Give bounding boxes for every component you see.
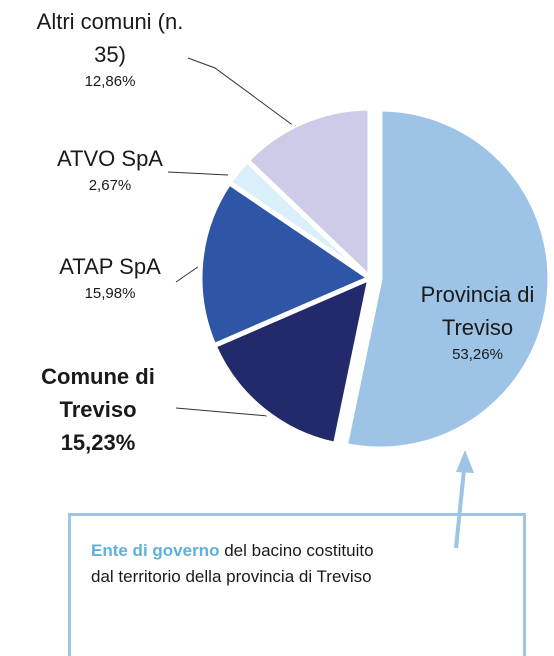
category-label: Altri comuni (n. 35) [36, 9, 184, 67]
value-label: 2,67% [88, 177, 132, 194]
chart [167, 57, 553, 549]
slice-label: Provincia di Treviso 53,26% [395, 278, 554, 366]
pie-slice [211, 275, 373, 447]
leader-line [175, 407, 269, 417]
annotation-highlight: Ente di governo [91, 541, 220, 560]
arrow-shaft [454, 469, 466, 549]
leader-lines [167, 57, 303, 417]
annotation-box: Ente di governo del bacino costituito da… [68, 513, 526, 656]
category-label: Provincia di Treviso [420, 282, 535, 340]
slice-label: ATVO SpA 2,67% [25, 142, 195, 197]
value-label: 15,23% [60, 430, 136, 455]
arrow-head [456, 450, 474, 473]
annotation: Ente di governo del bacino costituito da… [91, 538, 391, 590]
leader-line [187, 57, 303, 133]
pie-slice [197, 180, 373, 349]
value-label: 12,86% [84, 73, 136, 90]
arrow [454, 450, 474, 549]
slice-label: Altri comuni (n. 35) 12,86% [25, 5, 195, 93]
annotation-text: del bacino costituito dal territorio del… [91, 541, 374, 586]
page: Altri comuni (n. 35) 12,86% ATVO SpA 2,67%… [18, 5, 554, 656]
category-label: ATVO SpA [57, 146, 163, 171]
slice-label: Comune di Treviso 15,23% [18, 360, 178, 459]
value-label: 15,98% [84, 285, 136, 302]
value-label: 53,26% [452, 346, 503, 363]
slice-label: ATAP SpA 15,98% [25, 250, 195, 305]
pie-slice [342, 106, 553, 452]
leader-line [167, 171, 229, 176]
category-label: Comune di Treviso [41, 364, 155, 422]
category-label: ATAP SpA [59, 254, 161, 279]
pie [197, 105, 553, 452]
pie-slice [244, 105, 373, 281]
